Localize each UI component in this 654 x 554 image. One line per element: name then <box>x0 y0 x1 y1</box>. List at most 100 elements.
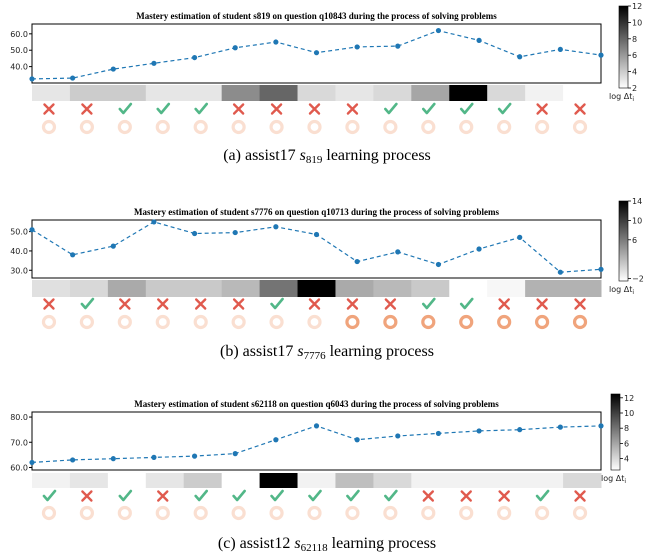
correct-check-icon <box>459 297 474 310</box>
wrong-cross-icon <box>536 103 548 115</box>
mastery-point <box>313 423 320 429</box>
time-interval-cell <box>69 473 109 488</box>
mastery-point <box>70 457 76 463</box>
y-tick-label: 60.0 <box>10 30 28 39</box>
mastery-point <box>476 428 482 434</box>
correct-check-icon <box>384 102 398 115</box>
time-interval-cell <box>221 85 261 101</box>
colorbar-label: log Δti <box>609 285 634 296</box>
time-interval-cell <box>297 280 336 297</box>
knowledge-ring-icon <box>155 314 170 330</box>
colorbar <box>618 5 629 89</box>
knowledge-ring-icon <box>345 505 360 521</box>
knowledge-ring-icon <box>117 119 132 135</box>
knowledge-ring-icon <box>269 314 284 330</box>
time-interval-cell <box>373 280 412 297</box>
time-interval-cell <box>107 280 147 297</box>
colorbar-tick-label: 4 <box>632 68 637 77</box>
knowledge-ring-icon <box>497 505 512 521</box>
mastery-point <box>232 229 238 236</box>
knowledge-ring-icon <box>307 314 322 330</box>
correct-check-icon <box>308 489 322 502</box>
time-interval-cell <box>335 280 374 297</box>
chart-title: Mastery estimation of student s62118 on … <box>134 399 499 409</box>
mastery-point <box>110 456 116 462</box>
knowledge-ring-icon <box>345 314 360 330</box>
time-interval-cell <box>107 85 147 101</box>
mastery-point <box>476 246 482 252</box>
wrong-cross-icon <box>81 490 93 502</box>
mastery-point <box>191 230 198 237</box>
correct-check-icon <box>422 102 436 115</box>
colorbar-tick-label: 14 <box>632 197 642 206</box>
knowledge-ring-icon <box>193 505 208 521</box>
time-interval-cell <box>487 473 526 488</box>
time-interval-cell <box>32 85 71 101</box>
colorbar <box>618 200 629 282</box>
mastery-series-line <box>31 425 602 463</box>
y-tick-label: 40.0 <box>10 63 28 72</box>
time-interval-cell <box>145 280 185 297</box>
wrong-cross-icon <box>195 298 207 310</box>
knowledge-ring-icon <box>79 505 95 521</box>
knowledge-ring-icon <box>459 505 474 521</box>
knowledge-ring-icon <box>79 314 95 330</box>
knowledge-ring-icon <box>534 314 550 330</box>
colorbar-tick-label: −2 <box>632 275 644 284</box>
wrong-cross-icon <box>536 298 548 310</box>
mastery-point <box>517 427 523 433</box>
mastery-point <box>313 231 320 238</box>
mastery-point <box>29 459 35 466</box>
time-interval-cell <box>335 473 374 488</box>
time-interval-cell <box>487 280 526 297</box>
mastery-point <box>517 54 523 60</box>
wrong-cross-icon <box>270 103 283 115</box>
chart-panel-1: Mastery estimation of student s819 on qu… <box>10 2 642 166</box>
correct-check-icon <box>422 297 436 310</box>
time-interval-cell <box>259 280 299 297</box>
mastery-point <box>395 249 401 255</box>
correct-check-icon <box>80 297 95 310</box>
wrong-cross-icon <box>346 298 359 310</box>
time-interval-cell <box>563 85 602 101</box>
colorbar <box>610 393 621 471</box>
knowledge-ring-icon <box>421 314 436 330</box>
time-interval-cell <box>297 473 336 488</box>
time-interval-cell <box>69 85 109 101</box>
mastery-point <box>110 66 116 72</box>
colorbar-tick-label: 10 <box>624 409 634 418</box>
mastery-point <box>435 261 442 268</box>
time-interval-cell <box>145 473 185 488</box>
knowledge-ring-icon <box>459 119 474 135</box>
mastery-point <box>110 243 116 249</box>
figure-caption: (a) assist17 s819 learning process <box>223 147 431 166</box>
correct-check-icon <box>497 102 512 115</box>
correct-check-icon <box>270 489 284 502</box>
time-interval-cell <box>449 473 488 488</box>
wrong-cross-icon <box>43 298 55 310</box>
colorbar-tick-label: 2 <box>632 84 637 93</box>
chart-title: Mastery estimation of student s7776 on q… <box>134 207 499 217</box>
mastery-point <box>395 433 401 439</box>
time-interval-cell <box>449 85 488 101</box>
time-interval-cell <box>32 280 71 297</box>
time-interval-cell <box>221 280 261 297</box>
correct-check-icon <box>459 102 474 115</box>
colorbar-label: log Δti <box>601 474 626 485</box>
mastery-point <box>29 76 35 82</box>
wrong-cross-icon <box>460 490 472 502</box>
mastery-point <box>273 39 279 45</box>
mastery-point <box>557 269 563 275</box>
time-interval-cell <box>525 85 564 101</box>
mastery-point <box>313 50 320 56</box>
colorbar-tick-label: 4 <box>624 455 629 464</box>
mastery-series-line <box>31 221 602 273</box>
correct-check-icon <box>42 489 57 502</box>
time-interval-cell <box>183 473 223 488</box>
knowledge-ring-icon <box>572 314 588 330</box>
chart-title: Mastery estimation of student s819 on qu… <box>136 11 497 21</box>
correct-check-icon <box>346 489 360 502</box>
time-interval-cell <box>69 280 109 297</box>
mastery-point <box>598 423 604 429</box>
mastery-point <box>70 75 76 81</box>
